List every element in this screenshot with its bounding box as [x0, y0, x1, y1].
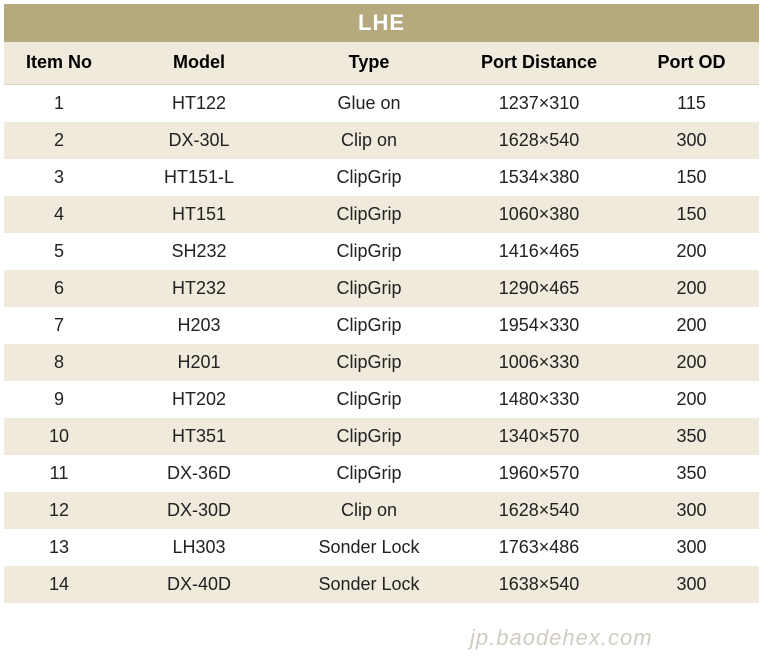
table-cell: HT232: [114, 270, 284, 307]
table-row: 12DX-30DClip on1628×540300: [4, 492, 759, 529]
table-cell: 1340×570: [454, 418, 624, 455]
lhe-table: LHE Item No Model Type Port Distance Por…: [4, 4, 759, 603]
table-cell: 115: [624, 85, 759, 122]
table-row: 13LH303Sonder Lock1763×486300: [4, 529, 759, 566]
table-row: 6HT232ClipGrip1290×465200: [4, 270, 759, 307]
table-body: 1HT122Glue on1237×3101152DX-30LClip on16…: [4, 85, 759, 603]
table-cell: 5: [4, 233, 114, 270]
watermark: jp.baodehex.com: [470, 625, 653, 651]
table-row: 10HT351ClipGrip1340×570350: [4, 418, 759, 455]
table-cell: 6: [4, 270, 114, 307]
table-cell: 200: [624, 344, 759, 381]
table-cell: 200: [624, 233, 759, 270]
table-cell: H203: [114, 307, 284, 344]
table-cell: 11: [4, 455, 114, 492]
table-cell: 9: [4, 381, 114, 418]
table-row: 14DX-40DSonder Lock1638×540300: [4, 566, 759, 603]
table-cell: 1628×540: [454, 492, 624, 529]
table-cell: DX-40D: [114, 566, 284, 603]
table-cell: 13: [4, 529, 114, 566]
table-cell: 200: [624, 381, 759, 418]
table-cell: DX-30D: [114, 492, 284, 529]
table-cell: 1763×486: [454, 529, 624, 566]
table-cell: DX-36D: [114, 455, 284, 492]
table-cell: 150: [624, 196, 759, 233]
table-cell: 1006×330: [454, 344, 624, 381]
table-cell: ClipGrip: [284, 270, 454, 307]
table-cell: 200: [624, 307, 759, 344]
table-cell: 2: [4, 122, 114, 159]
col-model: Model: [114, 42, 284, 84]
table-header-row: Item No Model Type Port Distance Port OD: [4, 42, 759, 85]
col-item-no: Item No: [4, 42, 114, 84]
table-cell: H201: [114, 344, 284, 381]
table-cell: 1480×330: [454, 381, 624, 418]
table-row: 5SH232ClipGrip1416×465200: [4, 233, 759, 270]
table-cell: HT202: [114, 381, 284, 418]
col-port-distance: Port Distance: [454, 42, 624, 84]
table-cell: ClipGrip: [284, 455, 454, 492]
table-cell: ClipGrip: [284, 196, 454, 233]
table-cell: 10: [4, 418, 114, 455]
table-row: 2DX-30LClip on1628×540300: [4, 122, 759, 159]
table-row: 11DX-36DClipGrip1960×570350: [4, 455, 759, 492]
table-cell: ClipGrip: [284, 159, 454, 196]
table-cell: 14: [4, 566, 114, 603]
table-cell: Clip on: [284, 492, 454, 529]
col-port-od: Port OD: [624, 42, 759, 84]
table-title: LHE: [4, 4, 759, 42]
table-cell: 150: [624, 159, 759, 196]
table-row: 1HT122Glue on1237×310115: [4, 85, 759, 122]
table-cell: ClipGrip: [284, 418, 454, 455]
table-cell: 1: [4, 85, 114, 122]
table-cell: 350: [624, 455, 759, 492]
table-row: 3HT151-LClipGrip1534×380150: [4, 159, 759, 196]
table-cell: ClipGrip: [284, 344, 454, 381]
table-cell: HT122: [114, 85, 284, 122]
table-cell: 1237×310: [454, 85, 624, 122]
table-cell: 300: [624, 492, 759, 529]
table-cell: 1960×570: [454, 455, 624, 492]
table-row: 9HT202ClipGrip1480×330200: [4, 381, 759, 418]
table-cell: LH303: [114, 529, 284, 566]
table-cell: 1628×540: [454, 122, 624, 159]
table-cell: HT151: [114, 196, 284, 233]
table-cell: HT151-L: [114, 159, 284, 196]
table-row: 4HT151ClipGrip1060×380150: [4, 196, 759, 233]
table-cell: 4: [4, 196, 114, 233]
table-cell: 1534×380: [454, 159, 624, 196]
table-cell: ClipGrip: [284, 381, 454, 418]
table-cell: 1060×380: [454, 196, 624, 233]
table-cell: 1954×330: [454, 307, 624, 344]
table-row: 7H203ClipGrip1954×330200: [4, 307, 759, 344]
col-type: Type: [284, 42, 454, 84]
table-cell: 300: [624, 529, 759, 566]
table-row: 8H201ClipGrip1006×330200: [4, 344, 759, 381]
table-cell: 1416×465: [454, 233, 624, 270]
table-cell: Glue on: [284, 85, 454, 122]
table-cell: 300: [624, 566, 759, 603]
table-cell: Clip on: [284, 122, 454, 159]
table-cell: 8: [4, 344, 114, 381]
table-cell: 7: [4, 307, 114, 344]
table-cell: SH232: [114, 233, 284, 270]
table-cell: 12: [4, 492, 114, 529]
table-cell: 350: [624, 418, 759, 455]
table-cell: 300: [624, 122, 759, 159]
table-cell: ClipGrip: [284, 233, 454, 270]
table-cell: Sonder Lock: [284, 529, 454, 566]
table-cell: ClipGrip: [284, 307, 454, 344]
table-cell: HT351: [114, 418, 284, 455]
table-cell: 200: [624, 270, 759, 307]
table-cell: DX-30L: [114, 122, 284, 159]
table-cell: 1638×540: [454, 566, 624, 603]
table-cell: Sonder Lock: [284, 566, 454, 603]
table-cell: 1290×465: [454, 270, 624, 307]
table-cell: 3: [4, 159, 114, 196]
